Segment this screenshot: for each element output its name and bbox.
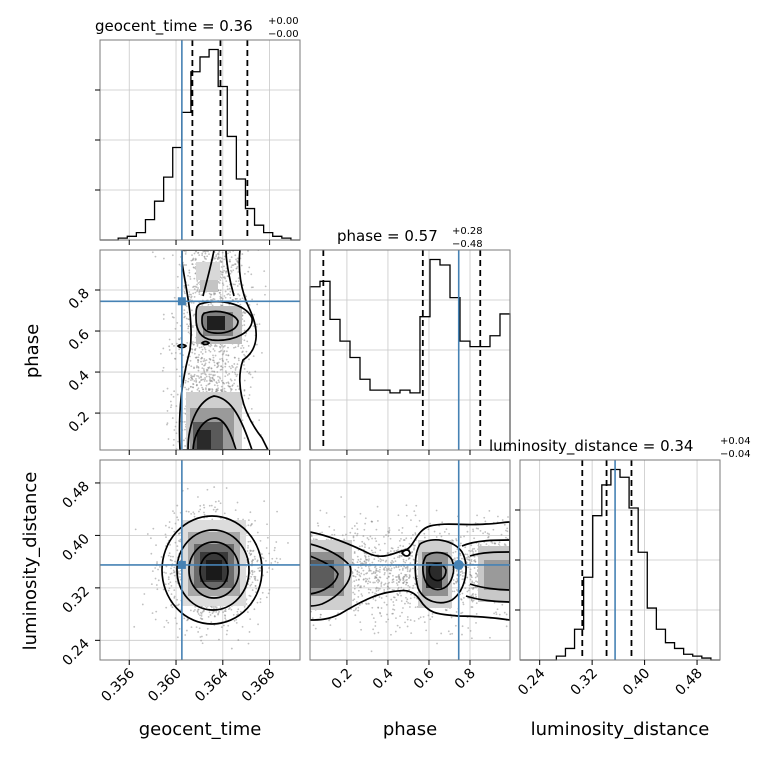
luminosity-distance-xtick-label: 0.48 xyxy=(673,666,706,699)
panel-phase-histogram: phase = 0.57 +0.28 −0.48 xyxy=(309,226,511,455)
luminosity-distance-xtick-label: 0.24 xyxy=(515,665,548,698)
phase-ytick-label: 0.8 xyxy=(66,286,93,313)
panel-geocent-time-vs-phase: 0.2 0.4 0.6 0.8 phase xyxy=(22,249,301,455)
geocent-time-distance-density xyxy=(182,520,246,606)
luminosity-distance-xtick-label: 0.40 xyxy=(620,666,653,699)
phase-xtick-label: 0.4 xyxy=(370,665,397,692)
panel-phase-vs-luminosity-distance: 0.2 0.4 0.6 0.8 phase xyxy=(309,459,511,740)
geocent-time-title-minus: −0.00 xyxy=(268,29,299,40)
panel-luminosity-distance-histogram: 0.24 0.32 0.40 0.48 luminosity_distance = 0… xyxy=(489,436,751,740)
phase-xtick-label: 0.8 xyxy=(452,666,479,693)
truth-marker xyxy=(177,560,186,569)
geocent-time-distance-contours xyxy=(161,515,263,625)
phase-xtick-label: 0.2 xyxy=(329,666,356,693)
phase-title-minus: −0.48 xyxy=(452,239,483,250)
geocent-time-xtick-label: 0.364 xyxy=(192,665,232,705)
panel-geocent-time-vs-luminosity-distance: 0.24 0.32 0.40 0.48 0.356 0.360 0.364 0.368 lu… xyxy=(20,459,301,740)
luminosity-distance-title: luminosity_distance = 0.34 xyxy=(489,437,693,456)
phase-xlabel: phase xyxy=(383,719,437,740)
truth-marker xyxy=(177,297,186,306)
geocent-time-xtick-label: 0.356 xyxy=(98,665,138,705)
phase-title-plus: +0.28 xyxy=(452,226,483,237)
truth-marker xyxy=(453,559,464,570)
geocent-time-xtick-label: 0.368 xyxy=(239,666,279,706)
luminosity-distance-xlabel: luminosity_distance xyxy=(531,719,710,740)
phase-ylabel: phase xyxy=(22,324,43,378)
luminosity-distance-ytick-label: 0.40 xyxy=(59,531,92,564)
geocent-time-title-plus: +0.00 xyxy=(268,16,299,27)
luminosity-distance-ylabel: luminosity_distance xyxy=(20,472,41,651)
luminosity-distance-ytick-label: 0.24 xyxy=(59,636,92,669)
phase-distance-contours xyxy=(310,521,510,621)
luminosity-distance-xtick-label: 0.32 xyxy=(568,666,601,699)
luminosity-distance-ytick-label: 0.48 xyxy=(59,478,92,511)
phase-ytick-label: 0.6 xyxy=(66,326,93,353)
phase-xtick-label: 0.6 xyxy=(411,665,438,692)
panel-geocent-time-histogram: geocent_time = 0.36 +0.00 −0.00 xyxy=(95,16,301,245)
phase-ytick-label: 0.4 xyxy=(66,368,93,395)
geocent-time-phase-contours xyxy=(176,250,269,450)
phase-ytick-label: 0.2 xyxy=(66,409,93,436)
geocent-time-xtick-label: 0.360 xyxy=(145,666,185,706)
phase-title: phase = 0.57 xyxy=(337,227,438,245)
geocent-time-histogram-line xyxy=(100,48,300,241)
luminosity-distance-title-minus: −0.04 xyxy=(720,449,751,460)
geocent-time-xlabel: geocent_time xyxy=(139,719,262,740)
phase-histogram-line xyxy=(309,258,511,450)
luminosity-distance-histogram-line xyxy=(520,468,720,661)
luminosity-distance-ytick-label: 0.32 xyxy=(59,583,92,616)
geocent-time-title: geocent_time = 0.36 xyxy=(95,17,253,36)
luminosity-distance-title-plus: +0.04 xyxy=(720,436,751,447)
